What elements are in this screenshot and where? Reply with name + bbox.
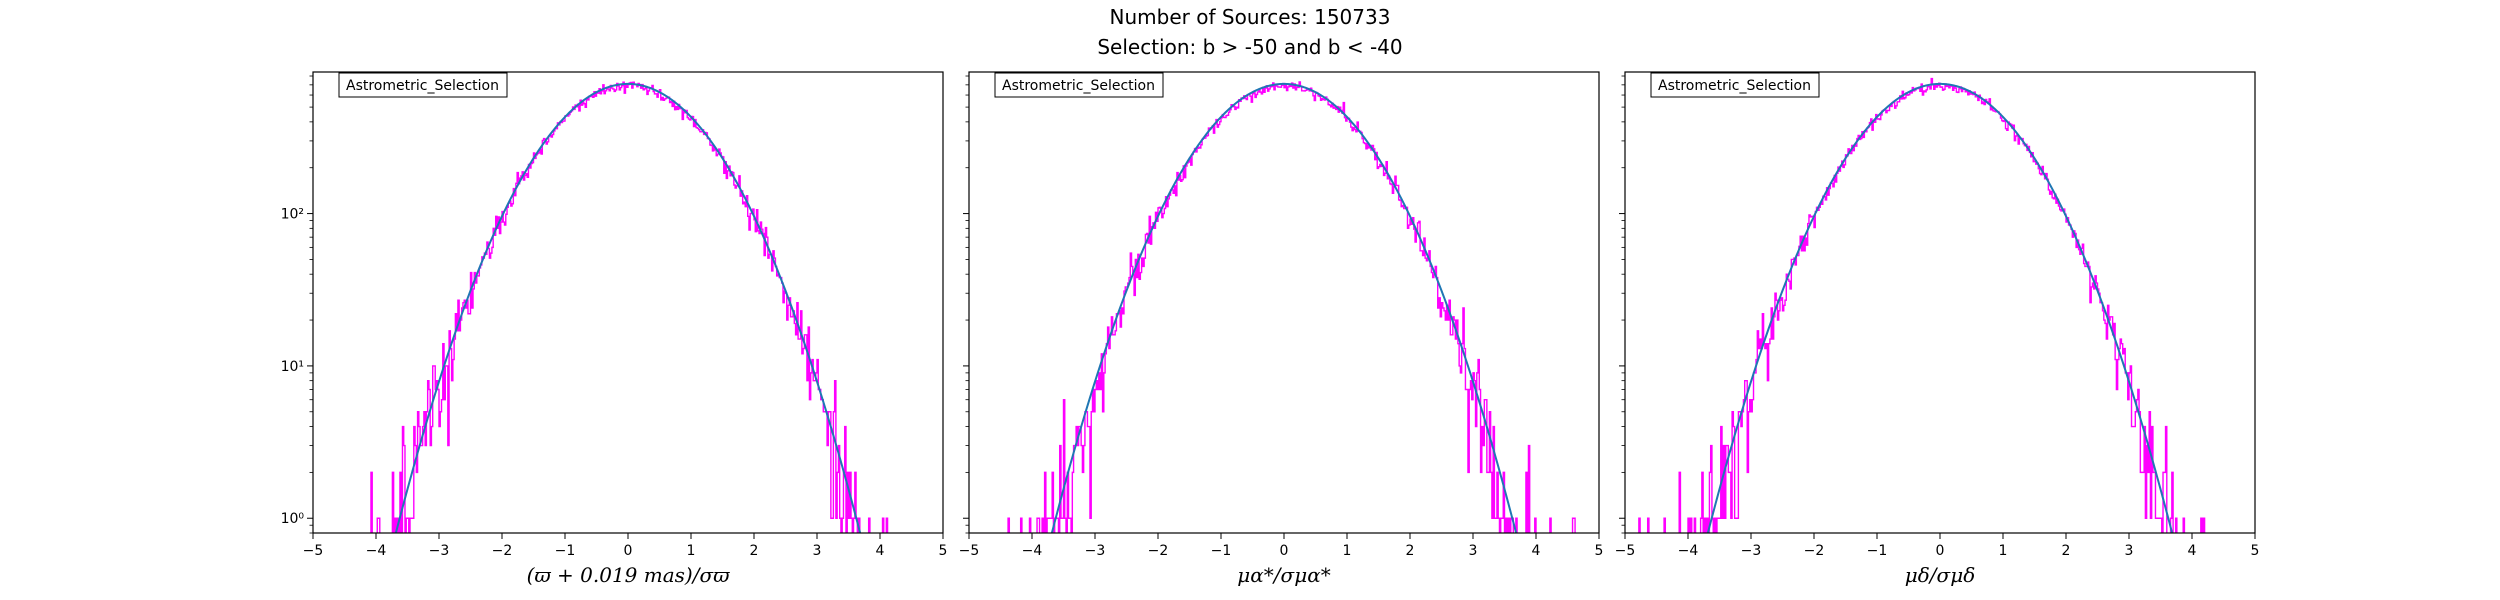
x-tick-label: −4 <box>1022 543 1043 559</box>
x-tick-label: −2 <box>1148 543 1169 559</box>
histogram-series <box>969 82 1599 593</box>
x-tick-label: 1 <box>687 543 696 559</box>
x-axis-label: μδ/σμδ <box>1905 563 1975 587</box>
x-tick-label: 1 <box>1999 543 2008 559</box>
x-tick-label: −5 <box>303 543 324 559</box>
y-tick-label: 10¹ <box>281 359 304 375</box>
legend: Astrometric_Selection <box>1651 73 1819 97</box>
x-tick-label: −5 <box>959 543 980 559</box>
x-tick-label: 2 <box>1406 543 1415 559</box>
panel-3: −5 −4 −3 −2 −1 0 1 2 3 4 5 μδ/σμδ Astrometric_Select… <box>1615 72 2260 593</box>
x-tick-label: 3 <box>1469 543 1478 559</box>
x-tick-label: −2 <box>492 543 513 559</box>
y-tick-label: 10⁰ <box>281 511 305 527</box>
x-tick-label: 5 <box>939 543 948 559</box>
fit-curve-series <box>1625 84 2255 593</box>
x-tick-label: 0 <box>1936 543 1945 559</box>
x-tick-label: 0 <box>1280 543 1289 559</box>
x-tick-label: 4 <box>876 543 885 559</box>
x-tick-label: 3 <box>813 543 822 559</box>
x-tick-label: 4 <box>1532 543 1541 559</box>
figure-subtitle: Selection: b > -50 and b < -40 <box>1097 35 1402 59</box>
x-tick-label: −1 <box>1211 543 1232 559</box>
x-axis-label: μα*/σμα* <box>1237 563 1330 587</box>
x-tick-label: 0 <box>624 543 633 559</box>
y-tick-label: 10² <box>281 207 304 223</box>
x-tick-label: −1 <box>555 543 576 559</box>
x-tick-label: 2 <box>750 543 759 559</box>
panel-2: −5 −4 −3 −2 −1 0 1 2 3 4 5 μα*/σμα* Astrometric_Sele… <box>959 72 1604 593</box>
legend-label: Astrometric_Selection <box>1658 78 1811 94</box>
axes-frame <box>1625 72 2255 533</box>
x-tick-label: −4 <box>366 543 387 559</box>
x-tick-label: 3 <box>2125 543 2134 559</box>
x-tick-label: −3 <box>1085 543 1106 559</box>
x-tick-label: 4 <box>2188 543 2197 559</box>
x-tick-label: −4 <box>1678 543 1699 559</box>
x-tick-label: −2 <box>1804 543 1825 559</box>
panels-container: −5 −4 −3 −2 −1 0 1 2 3 4 5 10⁰ 10¹ 10² (ϖ + 0.019 mas)… <box>281 72 2260 593</box>
x-tick-label: −3 <box>429 543 450 559</box>
axes-frame <box>313 72 943 533</box>
x-tick-label: 2 <box>2062 543 2071 559</box>
legend-label: Astrometric_Selection <box>1002 78 1155 94</box>
panel-1: −5 −4 −3 −2 −1 0 1 2 3 4 5 10⁰ 10¹ 10² (ϖ + 0.019 mas)… <box>281 72 948 593</box>
legend-label: Astrometric_Selection <box>346 78 499 94</box>
figure-title: Number of Sources: 150733 <box>1110 5 1391 29</box>
histogram-series <box>313 82 943 593</box>
x-tick-label: 5 <box>1595 543 1604 559</box>
histogram-series <box>1625 79 2255 593</box>
legend: Astrometric_Selection <box>995 73 1163 97</box>
x-tick-label: 5 <box>2251 543 2260 559</box>
x-tick-label: −3 <box>1741 543 1762 559</box>
legend: Astrometric_Selection <box>339 73 507 97</box>
x-axis-label: (ϖ + 0.019 mas)/σϖ <box>527 563 731 587</box>
x-tick-label: 1 <box>1343 543 1352 559</box>
x-tick-label: −1 <box>1867 543 1888 559</box>
x-tick-label: −5 <box>1615 543 1636 559</box>
